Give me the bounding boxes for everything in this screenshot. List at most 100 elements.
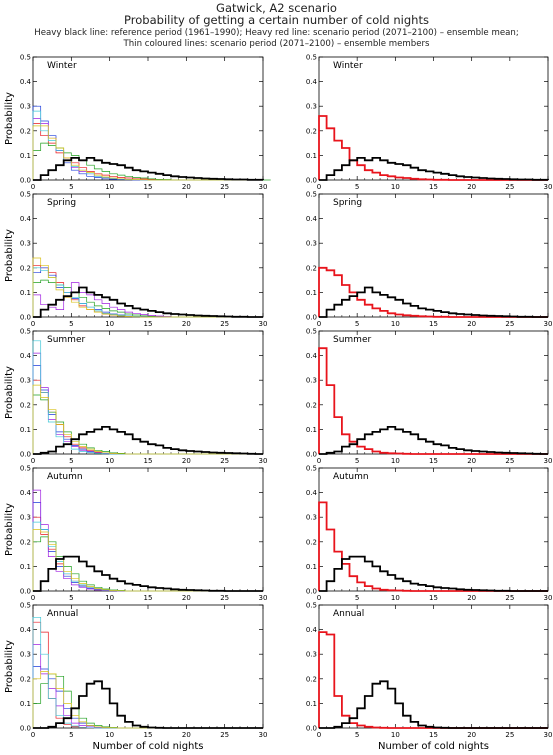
y-tick-label: 0.0: [306, 314, 317, 322]
y-tick-label: 0.4: [20, 352, 32, 360]
y-tick-label: 0.3: [306, 240, 317, 248]
y-tick-label: 0.1: [20, 289, 31, 297]
series-reference: [33, 286, 263, 318]
x-tick-label: 20: [467, 320, 476, 328]
series-scenario-mean: [318, 501, 548, 592]
x-tick-label: 0: [31, 183, 35, 191]
x-tick-label: 25: [220, 731, 229, 739]
x-tick-label: 10: [105, 183, 114, 191]
y-tick-label: 0.3: [306, 651, 317, 659]
chart-title: Gatwick, A2 scenario: [216, 1, 337, 15]
x-tick-label: 10: [391, 320, 400, 328]
series-member-3: [32, 394, 263, 455]
x-tick-label: 25: [505, 320, 514, 328]
y-tick-label: 0.4: [306, 489, 318, 497]
x-tick-label: 5: [69, 731, 73, 739]
x-tick-label: 15: [144, 594, 153, 602]
series-reference: [33, 157, 264, 181]
x-tick-label: 25: [505, 457, 514, 465]
season-label: Spring: [333, 198, 362, 208]
x-tick-label: 20: [182, 183, 191, 191]
y-tick-label: 0.2: [306, 675, 317, 683]
series-reference: [33, 426, 263, 455]
series-member-6: [32, 671, 263, 729]
season-label: Summer: [333, 335, 371, 345]
plot-frame: [318, 467, 549, 592]
x-tick-label: 5: [355, 731, 359, 739]
legend-note-1: Heavy black line: reference period (1961…: [34, 28, 519, 38]
x-tick-label: 25: [220, 594, 229, 602]
x-tick-label: 20: [182, 594, 191, 602]
series-reference: [319, 286, 548, 318]
y-tick-label: 0.0: [306, 177, 317, 185]
x-tick-label: 0: [31, 731, 35, 739]
y-tick-label: 0.5: [306, 328, 317, 336]
series-scenario-mean: [318, 115, 548, 181]
panel-annual-members: 0 5 10 15 20 25 30 0.0 0.1 0.2 0.3 0.4 0.5 Annual Prob…: [4, 602, 267, 753]
season-label: Winter: [47, 61, 77, 71]
series-member-2: [32, 105, 263, 181]
y-tick-label: 0.1: [306, 152, 317, 160]
x-tick-label: 30: [544, 183, 553, 191]
x-tick-label: 20: [467, 731, 476, 739]
x-tick-label: 25: [220, 457, 229, 465]
x-tick-label: 5: [69, 320, 73, 328]
x-tick-label: 30: [544, 594, 553, 602]
y-tick-label: 0.0: [306, 725, 317, 733]
y-tick-label: 0.5: [20, 54, 31, 62]
x-tick-label: 0: [317, 183, 321, 191]
x-tick-label: 20: [467, 183, 476, 191]
x-tick-label: 10: [105, 457, 114, 465]
y-tick-label: 0.1: [20, 152, 31, 160]
y-tick-label: 0.2: [20, 127, 31, 135]
x-tick-label: 15: [429, 457, 438, 465]
y-axis-label: Probability: [4, 366, 15, 419]
y-tick-label: 0.4: [306, 352, 318, 360]
y-tick-label: 0.5: [306, 191, 317, 199]
x-tick-label: 10: [105, 731, 114, 739]
y-tick-label: 0.5: [20, 465, 31, 473]
x-tick-label: 5: [355, 183, 359, 191]
series-reference: [319, 555, 548, 592]
panel-annual-mean: 0 5 10 15 20 25 30 0.0 0.1 0.2 0.3 0.4 0.5 Annual Numb…: [306, 602, 553, 753]
series-member-5: [32, 616, 263, 729]
y-axis-label: Probability: [4, 640, 15, 693]
season-label: Autumn: [333, 472, 369, 482]
x-tick-label: 0: [317, 320, 321, 328]
panel-autumn-members: 0 5 10 15 20 25 30 0.0 0.1 0.2 0.3 0.4 0.5 Autumn Prob…: [4, 465, 267, 603]
x-tick-label: 25: [220, 320, 229, 328]
x-tick-label: 25: [505, 183, 514, 191]
chart-subtitle: Probability of getting a certain number …: [124, 13, 429, 27]
x-tick-label: 0: [31, 457, 35, 465]
x-tick-label: 0: [317, 731, 321, 739]
y-axis-label: Probability: [4, 503, 15, 556]
series-reference: [319, 157, 549, 181]
y-tick-label: 0.5: [306, 465, 317, 473]
y-tick-label: 0.4: [20, 215, 32, 223]
plot-frame: [32, 467, 264, 592]
series-reference: [33, 680, 263, 729]
y-tick-label: 0.3: [20, 377, 31, 385]
y-tick-label: 0.4: [20, 626, 32, 634]
x-tick-label: 25: [505, 594, 514, 602]
series-reference: [33, 555, 263, 592]
x-tick-label: 30: [259, 183, 268, 191]
y-tick-label: 0.1: [306, 563, 317, 571]
x-tick-label: 15: [144, 183, 153, 191]
y-tick-label: 0.0: [20, 588, 31, 596]
y-tick-label: 0.2: [306, 264, 317, 272]
y-tick-label: 0.2: [20, 675, 31, 683]
y-tick-label: 0.3: [20, 103, 31, 111]
x-tick-label: 10: [105, 320, 114, 328]
y-tick-label: 0.0: [306, 451, 317, 459]
season-label: Spring: [47, 198, 76, 208]
y-tick-label: 0.3: [20, 651, 31, 659]
x-tick-label: 30: [544, 731, 553, 739]
panel-spring-mean: 0 5 10 15 20 25 30 0.0 0.1 0.2 0.3 0.4 0.5 Spring: [306, 191, 553, 329]
y-tick-label: 0.0: [20, 314, 31, 322]
series-scenario-mean: [318, 347, 548, 455]
x-axis-label: Number of cold nights: [92, 741, 203, 752]
y-tick-label: 0.3: [306, 514, 317, 522]
y-tick-label: 0.4: [20, 489, 32, 497]
y-tick-label: 0.5: [20, 602, 31, 610]
